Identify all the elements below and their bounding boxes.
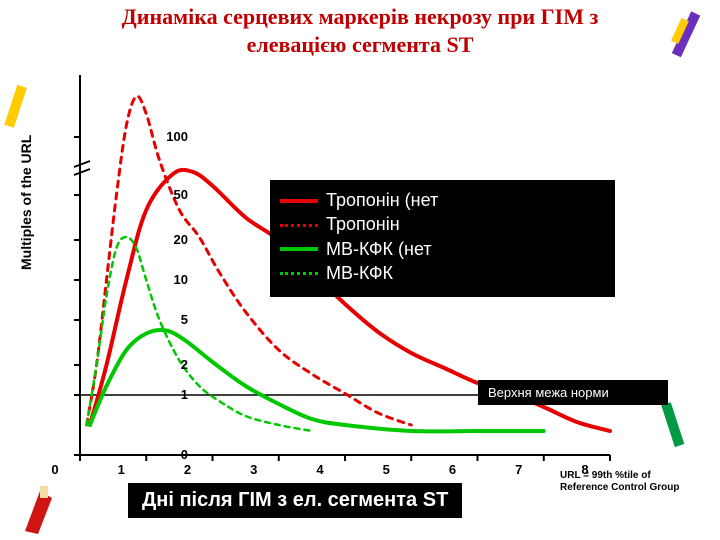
legend-swatch — [280, 272, 318, 275]
legend-label: Тропонін — [326, 213, 400, 236]
x-tick-label: 5 — [376, 462, 396, 477]
y-axis-label: Multiples of the URL — [18, 135, 34, 270]
title-line1: Динаміка серцевих маркерів некрозу при Г… — [122, 4, 599, 29]
x-tick-label: 2 — [178, 462, 198, 477]
y-tick-label: 0 — [148, 447, 188, 462]
legend-swatch — [280, 224, 318, 227]
y-tick-label: 5 — [148, 312, 188, 327]
legend-label: Тропонін (нет — [326, 189, 438, 212]
x-tick-label: 3 — [244, 462, 264, 477]
x-tick-label: 0 — [45, 462, 65, 477]
y-tick-label: 10 — [148, 272, 188, 287]
url-footnote: URL = 99th %tile ofReference Control Gro… — [560, 470, 679, 494]
x-tick-label: 7 — [509, 462, 529, 477]
x-tick-label: 6 — [443, 462, 463, 477]
x-tick-label: 1 — [111, 462, 131, 477]
y-tick-label: 1 — [148, 387, 188, 402]
y-tick-label: 2 — [148, 357, 188, 372]
title-line2: елевацією сегмента ST — [247, 32, 474, 57]
x-axis-label-box: Дні після ГІМ з ел. сегмента ST — [128, 483, 462, 518]
legend-label: МВ-КФК — [326, 262, 393, 285]
slide-title: Динаміка серцевих маркерів некрозу при Г… — [0, 3, 720, 58]
legend-swatch — [280, 199, 318, 203]
deco-left — [2, 85, 52, 135]
y-tick-label: 100 — [148, 129, 188, 144]
y-tick-label: 50 — [148, 187, 188, 202]
upper-limit-label: Верхня межа норми — [478, 380, 668, 405]
legend-row-troponin-solid: Тропонін (нет — [280, 189, 605, 212]
legend-row-ckmb-dotted: МВ-КФК — [280, 262, 605, 285]
legend-row-ckmb-solid: МВ-КФК (нет — [280, 238, 605, 261]
y-tick-label: 20 — [148, 232, 188, 247]
legend-row-troponin-dotted: Тропонін — [280, 213, 605, 236]
deco-bottom-left — [20, 486, 70, 536]
deco-right — [650, 400, 700, 450]
x-tick-label: 4 — [310, 462, 330, 477]
legend-label: МВ-КФК (нет — [326, 238, 432, 261]
legend-swatch — [280, 247, 318, 251]
legend: Тропонін (нет Тропонін МВ-КФК (нет МВ-КФ… — [270, 180, 615, 297]
